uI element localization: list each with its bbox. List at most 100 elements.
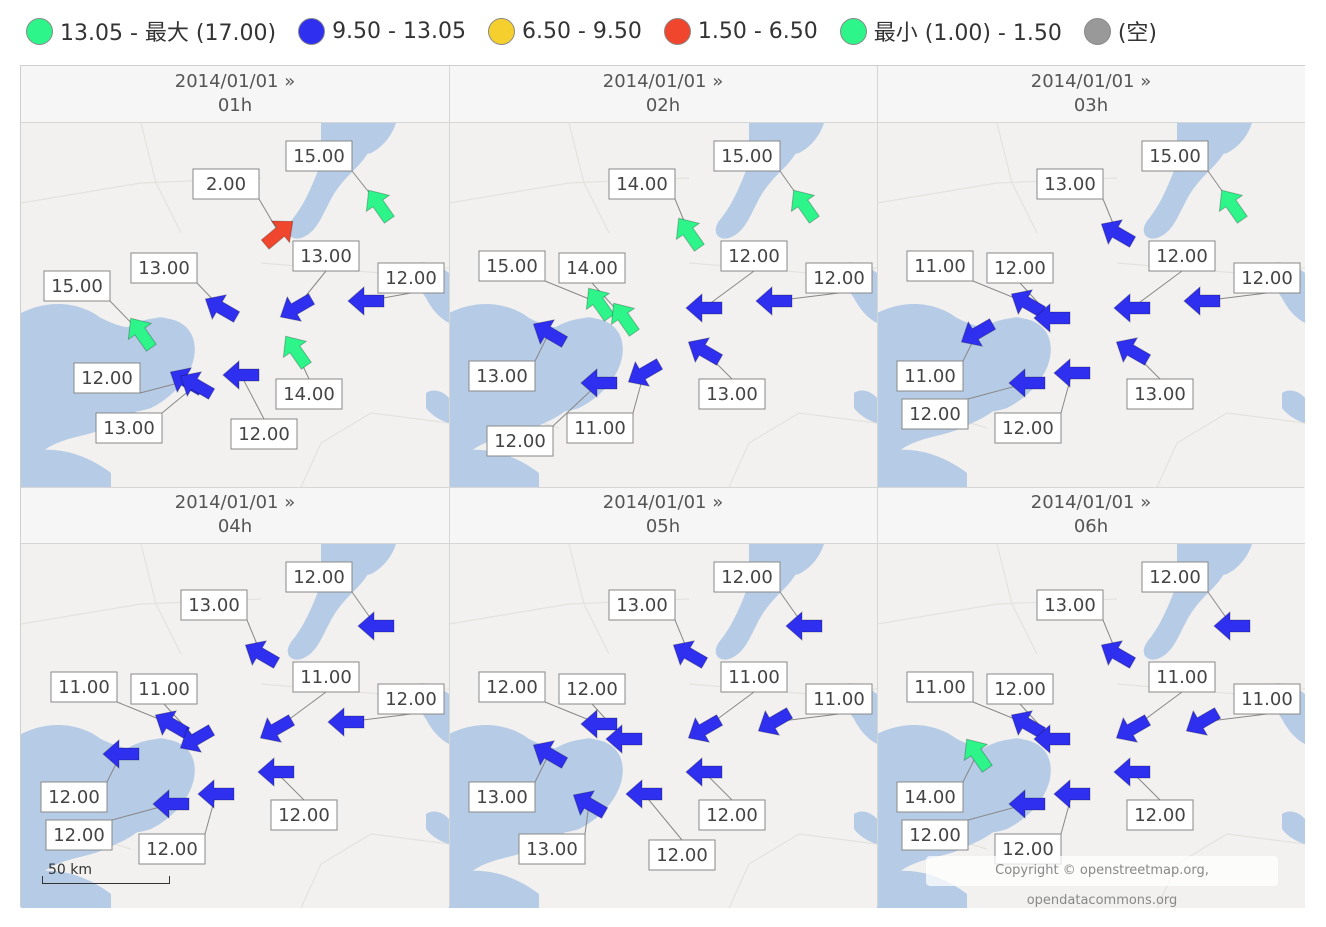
wind-arrow-icon[interactable]: [173, 718, 218, 760]
wind-arrow-icon[interactable]: [256, 211, 302, 256]
value-label: 12.00: [40, 781, 108, 813]
wind-arrow-icon[interactable]: [327, 706, 365, 738]
map-canvas[interactable]: 12.00 13.00 11.00 12.00 11.00 11.00 12.00 12.00…: [21, 544, 449, 908]
value-label-text: 12.00: [53, 825, 105, 846]
legend-item[interactable]: 9.50 - 13.05: [298, 17, 466, 45]
wind-arrow-icon[interactable]: [1053, 357, 1091, 389]
panel-header[interactable]: 2014/01/01 » 06h: [877, 487, 1305, 544]
panel-date-link[interactable]: 2014/01/01 »: [602, 492, 724, 513]
wind-arrow-icon[interactable]: [1008, 367, 1046, 399]
wind-arrow-icon[interactable]: [685, 756, 723, 788]
wind-arrow-icon[interactable]: [347, 285, 385, 317]
wind-arrow-icon[interactable]: [119, 310, 163, 356]
wind-arrow-icon[interactable]: [222, 359, 260, 391]
panel-header[interactable]: 2014/01/01 » 04h: [21, 487, 449, 544]
value-label-box: [292, 240, 360, 272]
wind-arrow-icon[interactable]: [102, 738, 140, 770]
wind-arrow-icon[interactable]: [580, 708, 618, 740]
legend-item[interactable]: 最小 (1.00) - 1.50: [839, 15, 1062, 47]
wind-arrow-icon[interactable]: [1109, 708, 1154, 750]
value-label: 12.00: [270, 799, 338, 831]
map-canvas[interactable]: 12.00 13.00 11.00 11.00 11.00 12.00 14.00 12.00…: [877, 544, 1305, 908]
value-label-text: 12.00: [1149, 567, 1201, 588]
wind-arrow-icon[interactable]: [577, 280, 621, 326]
wind-arrow-icon[interactable]: [785, 610, 823, 642]
map-panel: 2014/01/01 » 03h 15.00 13.00 12.00 12.00 11.00…: [877, 66, 1305, 487]
wind-arrow-icon[interactable]: [148, 703, 193, 745]
value-label-box: [1148, 661, 1216, 693]
map-canvas[interactable]: 15.00 13.00 12.00 12.00 11.00 12.00 11.00 12.00…: [877, 123, 1305, 487]
wind-arrow-icon[interactable]: [566, 783, 611, 825]
wind-arrow-icon[interactable]: [666, 633, 711, 675]
panel-header[interactable]: 2014/01/01 » 05h: [449, 487, 877, 544]
map-canvas[interactable]: 15.00 2.00 13.00 12.00 13.00 15.00 12.00 13.00 1…: [21, 123, 449, 487]
wind-arrow-icon[interactable]: [1053, 778, 1091, 810]
panel-header[interactable]: 2014/01/01 » 01h: [21, 66, 449, 123]
wind-arrow-icon[interactable]: [625, 778, 663, 810]
panel-date-link[interactable]: 2014/01/01 »: [602, 71, 724, 92]
wind-arrow-icon[interactable]: [580, 367, 618, 399]
wind-arrow-icon[interactable]: [357, 182, 401, 228]
scale-label: 50 km: [48, 862, 93, 878]
wind-arrow-icon[interactable]: [605, 723, 643, 755]
map-canvas[interactable]: 15.00 14.00 12.00 12.00 15.00 14.00 13.00 12.00…: [449, 123, 877, 487]
wind-arrow-icon[interactable]: [1008, 788, 1046, 820]
panel-date-link[interactable]: 2014/01/01 »: [174, 71, 296, 92]
wind-arrow-icon[interactable]: [1213, 610, 1251, 642]
wind-arrow-icon[interactable]: [782, 182, 826, 228]
value-label-box: [1233, 683, 1301, 715]
wind-arrow-icon[interactable]: [751, 701, 796, 743]
value-label-box: [1148, 240, 1216, 272]
wind-arrow-icon[interactable]: [1033, 302, 1071, 334]
wind-arrow-icon[interactable]: [173, 364, 218, 406]
wind-arrow-icon[interactable]: [357, 610, 395, 642]
wind-arrow-icon[interactable]: [1113, 756, 1151, 788]
wind-arrow-icon[interactable]: [1004, 703, 1049, 745]
legend-item[interactable]: 6.50 - 9.50: [487, 17, 642, 45]
wind-arrow-icon[interactable]: [1004, 282, 1049, 324]
wind-arrow-icon[interactable]: [1109, 330, 1154, 372]
wind-arrow-icon[interactable]: [526, 733, 571, 775]
wind-arrow-icon[interactable]: [198, 287, 243, 329]
value-label-box: [896, 781, 964, 813]
wind-arrow-icon[interactable]: [274, 328, 318, 374]
wind-arrow-icon[interactable]: [755, 285, 793, 317]
wind-arrow-icon[interactable]: [1094, 633, 1139, 675]
map-canvas[interactable]: 12.00 13.00 11.00 11.00 12.00 12.00 13.00 13.00…: [449, 544, 877, 908]
wind-arrow-icon[interactable]: [1183, 285, 1221, 317]
wind-arrow-icon[interactable]: [954, 312, 999, 354]
wind-arrow-icon[interactable]: [273, 287, 318, 329]
panel-date-link[interactable]: 2014/01/01 »: [174, 492, 296, 513]
label-leader-line: [204, 793, 217, 835]
wind-arrow-icon[interactable]: [526, 312, 571, 354]
wind-arrow-icon[interactable]: [1113, 292, 1151, 324]
value-label-box: [50, 671, 118, 703]
panel-hour: 03h: [1073, 95, 1109, 116]
legend-item[interactable]: (空): [1083, 15, 1157, 47]
wind-arrow-icon[interactable]: [197, 778, 235, 810]
panel-date-link[interactable]: 2014/01/01 »: [1030, 71, 1152, 92]
legend-item[interactable]: 13.05 - 最大 (17.00): [26, 15, 276, 47]
legend-item[interactable]: 1.50 - 6.50: [663, 17, 818, 45]
wind-arrow-icon[interactable]: [257, 756, 295, 788]
wind-arrow-icon[interactable]: [685, 292, 723, 324]
panel-header[interactable]: 2014/01/01 » 03h: [877, 66, 1305, 123]
wind-arrow-icon[interactable]: [681, 708, 726, 750]
value-label-box: [377, 683, 445, 715]
map-panel: 2014/01/01 » 06h 12.00 13.00 11.00 11.00 11.00…: [877, 487, 1305, 908]
value-label: 13.00: [468, 360, 536, 392]
wind-arrow-icon[interactable]: [955, 731, 999, 777]
wind-arrow-icon[interactable]: [621, 352, 666, 394]
panel-header[interactable]: 2014/01/01 » 02h: [449, 66, 877, 123]
wind-arrow-icon[interactable]: [1033, 723, 1071, 755]
wind-arrow-icon[interactable]: [602, 295, 646, 341]
wind-arrow-icon[interactable]: [1210, 182, 1254, 228]
wind-arrow-icon[interactable]: [667, 210, 711, 256]
wind-arrow-icon[interactable]: [1094, 212, 1139, 254]
panel-date-link[interactable]: 2014/01/01 »: [1030, 492, 1152, 513]
wind-arrow-icon[interactable]: [681, 330, 726, 372]
wind-arrow-icon[interactable]: [1179, 701, 1224, 743]
wind-arrow-icon[interactable]: [152, 788, 190, 820]
wind-arrow-icon[interactable]: [238, 633, 283, 675]
wind-arrow-icon[interactable]: [253, 708, 298, 750]
